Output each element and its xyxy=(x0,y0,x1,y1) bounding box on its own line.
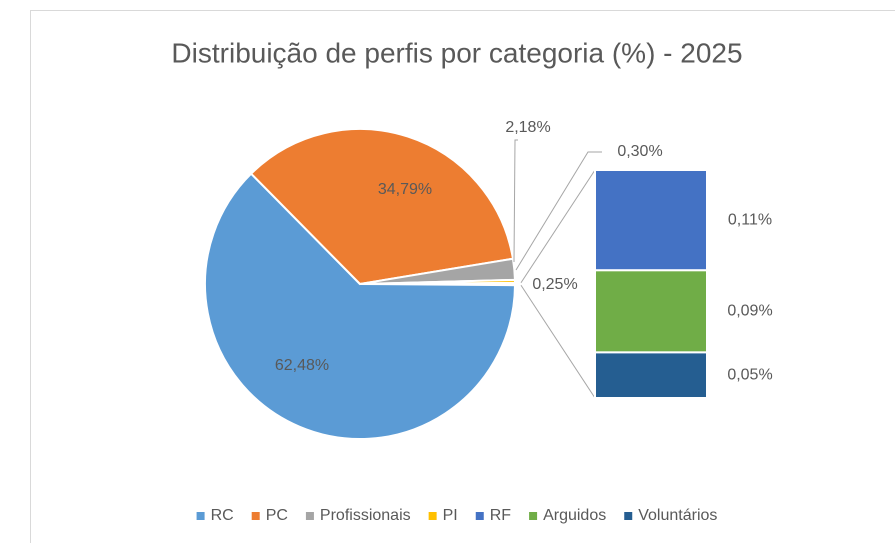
legend-label: PI xyxy=(443,507,458,524)
bar-segment xyxy=(594,269,708,354)
legend-label: Profissionais xyxy=(320,507,411,524)
bar-segment xyxy=(594,169,708,272)
legend-label: RF xyxy=(490,507,512,524)
legend-marker xyxy=(475,512,484,520)
data-label: 62,48% xyxy=(275,357,329,374)
data-label: 0,05% xyxy=(727,366,772,383)
legend-marker xyxy=(624,512,633,520)
leader-line xyxy=(513,139,518,263)
chart-title: Distribuição de perfis por categoria (%)… xyxy=(171,37,742,68)
data-label: 0,25% xyxy=(532,276,577,293)
legend-marker xyxy=(305,512,314,520)
legend-marker xyxy=(428,512,437,520)
pie-slice xyxy=(249,128,515,286)
legend-label: RC xyxy=(211,507,234,524)
data-label: 2,18% xyxy=(505,119,550,136)
pie-slice xyxy=(204,172,517,440)
data-label: 34,79% xyxy=(378,181,432,198)
legend-marker xyxy=(196,512,205,520)
legend-marker xyxy=(529,512,538,520)
connector-line xyxy=(520,284,596,399)
data-label: 0,11% xyxy=(728,211,772,228)
legend-label: PC xyxy=(266,507,288,524)
legend-label: Arguidos xyxy=(543,507,606,524)
pie-slice xyxy=(359,278,517,285)
legend-label: Voluntários xyxy=(638,507,717,524)
bar-segment xyxy=(594,351,708,399)
data-label: 0,30% xyxy=(617,143,662,160)
connector-line xyxy=(520,169,596,284)
leader-line xyxy=(515,151,602,271)
legend-marker xyxy=(251,512,260,520)
data-label: 0,09% xyxy=(727,303,772,320)
